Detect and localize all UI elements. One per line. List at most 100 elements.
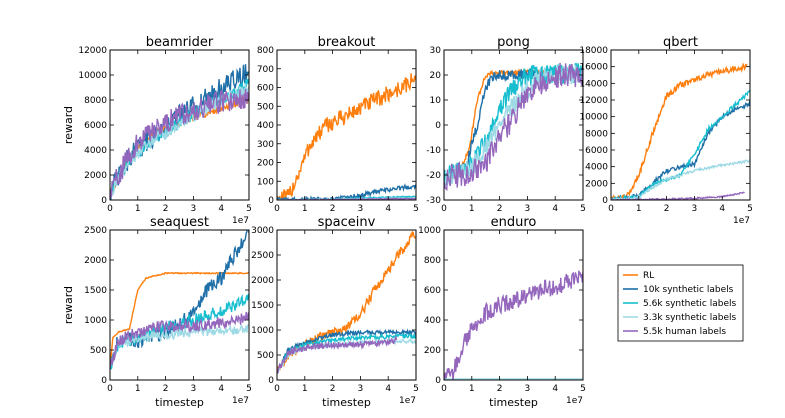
y-tick-label: 100 bbox=[257, 177, 274, 187]
y-tick-label: 0 bbox=[268, 376, 274, 386]
x-tick-label: 0 bbox=[274, 384, 280, 394]
y-tick-label: 400 bbox=[257, 121, 274, 131]
x-tick-label: 4 bbox=[552, 384, 558, 394]
series-line-rl bbox=[611, 62, 748, 200]
y-tick-label: 1000 bbox=[251, 326, 274, 336]
chart-title: seaquest bbox=[150, 215, 209, 230]
legend-label: 3.3k synthetic labels bbox=[643, 313, 736, 323]
series-line-s10k bbox=[277, 183, 416, 200]
x-tick-label: 1 bbox=[469, 384, 475, 394]
x-axis-label: timestep bbox=[155, 396, 204, 409]
series-line-s10k bbox=[277, 328, 416, 374]
y-tick-label: 0 bbox=[602, 196, 608, 206]
legend: RL 10k synthetic labels 5.6k synthetic lab… bbox=[617, 264, 744, 342]
series-line-h55k bbox=[444, 62, 583, 192]
y-tick-label: -30 bbox=[426, 196, 441, 206]
y-tick-label: 0 bbox=[435, 121, 441, 131]
y-tick-label: 3000 bbox=[251, 226, 274, 236]
x-tick-label: 3 bbox=[525, 204, 531, 214]
x-exponent-label: 1e7 bbox=[566, 396, 583, 406]
y-tick-label: 200 bbox=[257, 159, 274, 169]
legend-item-s56k: 5.6k synthetic labels bbox=[623, 299, 736, 309]
y-axis-label: reward bbox=[62, 286, 75, 324]
x-tick-label: 5 bbox=[246, 204, 252, 214]
x-exponent-label: 1e7 bbox=[733, 216, 750, 226]
y-tick-label: 6000 bbox=[585, 146, 608, 156]
axes-frame bbox=[109, 229, 250, 381]
x-tick-label: 1 bbox=[636, 204, 642, 214]
x-axis-label: timestep bbox=[489, 396, 538, 409]
y-tick-label: 500 bbox=[90, 346, 107, 356]
x-tick-label: 5 bbox=[413, 384, 419, 394]
x-tick-label: 0 bbox=[107, 384, 113, 394]
y-tick-label: 8000 bbox=[585, 129, 608, 139]
y-tick-label: 1000 bbox=[84, 316, 107, 326]
y-tick-label: 0 bbox=[101, 196, 107, 206]
y-tick-label: 1500 bbox=[84, 286, 107, 296]
x-tick-label: 3 bbox=[191, 204, 197, 214]
x-tick-label: 1 bbox=[135, 204, 141, 214]
series-line-h55k bbox=[277, 336, 398, 374]
x-tick-label: 1 bbox=[469, 204, 475, 214]
x-tick-label: 2 bbox=[497, 204, 503, 214]
x-tick-label: 4 bbox=[552, 204, 558, 214]
series-line-rl bbox=[277, 73, 416, 200]
y-tick-label: 300 bbox=[257, 140, 274, 150]
x-tick-label: 4 bbox=[218, 204, 224, 214]
y-tick-label: 14000 bbox=[579, 79, 608, 89]
x-tick-label: 2 bbox=[497, 384, 503, 394]
series-line-h55k bbox=[110, 88, 249, 200]
x-tick-label: 2 bbox=[330, 384, 336, 394]
series-line-s33k bbox=[611, 159, 750, 200]
y-tick-label: 12000 bbox=[579, 96, 608, 106]
legend-item-rl: RL bbox=[623, 271, 654, 281]
x-exponent-label: 1e7 bbox=[232, 396, 249, 406]
panel-seaquest: 0 1 2 3 4 5 0 500 1000 1500 2000 2500 seaquest 1e7 tim… bbox=[62, 215, 252, 409]
chart-title: beamrider bbox=[146, 35, 214, 50]
axes-frame bbox=[443, 229, 584, 381]
legend-box bbox=[617, 264, 744, 342]
y-tick-label: 4000 bbox=[585, 163, 608, 173]
legend-label: RL bbox=[643, 271, 654, 281]
x-tick-label: 2 bbox=[330, 204, 336, 214]
y-tick-label: 0 bbox=[435, 376, 441, 386]
legend-label: 10k synthetic labels bbox=[643, 285, 734, 295]
y-tick-label: 500 bbox=[257, 351, 274, 361]
chart-title: enduro bbox=[491, 215, 537, 230]
y-tick-label: 200 bbox=[424, 346, 441, 356]
y-tick-label: 4000 bbox=[84, 146, 107, 156]
x-exponent-label: 1e7 bbox=[232, 216, 249, 226]
y-tick-label: 2000 bbox=[84, 256, 107, 266]
x-axis-label: timestep bbox=[322, 396, 371, 409]
series-line-h55k bbox=[110, 311, 249, 370]
x-tick-label: 0 bbox=[107, 204, 113, 214]
plot-area bbox=[277, 230, 416, 380]
y-tick-label: 10000 bbox=[579, 113, 608, 123]
x-tick-label: 1 bbox=[302, 204, 308, 214]
y-tick-label: 700 bbox=[257, 65, 274, 75]
x-tick-label: 4 bbox=[385, 204, 391, 214]
x-tick-label: 1 bbox=[135, 384, 141, 394]
panel-pong: 0 1 2 3 4 5 -30 -20 -10 0 10 20 30 pong bbox=[426, 35, 586, 214]
x-tick-label: 0 bbox=[608, 204, 614, 214]
y-tick-label: 1000 bbox=[418, 226, 441, 236]
legend-label: 5.5k human labels bbox=[643, 327, 726, 337]
chart-title: qbert bbox=[663, 35, 698, 50]
x-tick-label: 4 bbox=[218, 384, 224, 394]
x-tick-label: 1 bbox=[302, 384, 308, 394]
x-tick-label: 3 bbox=[692, 204, 698, 214]
y-tick-label: 8000 bbox=[84, 96, 107, 106]
chart-title: spaceinv bbox=[318, 215, 376, 230]
y-tick-label: 2000 bbox=[84, 171, 107, 181]
x-tick-label: 0 bbox=[441, 204, 447, 214]
y-tick-label: -20 bbox=[426, 171, 441, 181]
y-tick-label: 30 bbox=[430, 46, 442, 56]
chart-title: breakout bbox=[318, 35, 376, 50]
y-tick-label: 1500 bbox=[251, 301, 274, 311]
x-tick-label: 4 bbox=[385, 384, 391, 394]
y-tick-label: 600 bbox=[257, 84, 274, 94]
panel-enduro: 0 1 2 3 4 5 0 200 400 600 800 1000 enduro 1e7 timestep bbox=[418, 215, 586, 409]
y-tick-label: 20 bbox=[430, 71, 442, 81]
y-tick-label: 500 bbox=[257, 102, 274, 112]
legend-item-s33k: 3.3k synthetic labels bbox=[623, 313, 736, 323]
